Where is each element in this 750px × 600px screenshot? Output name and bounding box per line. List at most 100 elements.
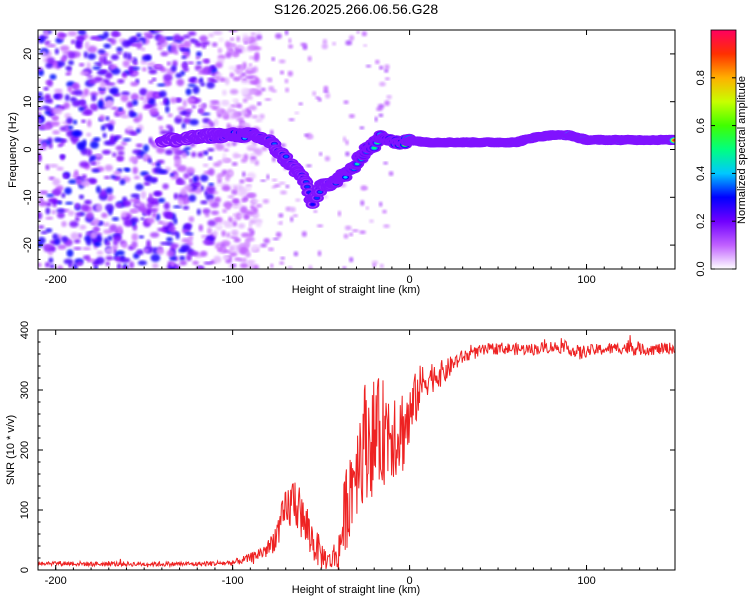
heatmap-noise-cell (113, 170, 122, 176)
heatmap-noise-cell (60, 154, 65, 161)
heatmap-noise-cell (90, 231, 97, 239)
heatmap-noise-cell (293, 251, 299, 257)
heatmap-noise-cell (248, 263, 255, 269)
heatmap-noise-cell (244, 41, 248, 45)
heatmap-noise-cell (377, 103, 385, 109)
heatmap-noise-cell (137, 260, 147, 266)
heatmap-noise-cell (233, 154, 243, 158)
heatmap-noise-cell (248, 223, 252, 228)
heatmap-noise-cell (82, 255, 90, 260)
heatmap-noise-cell (53, 94, 60, 99)
heatmap-noise-cell (121, 242, 128, 249)
heatmap-noise-cell (149, 232, 160, 238)
heatmap-noise-cell (232, 141, 237, 147)
heatmap-noise-cell (147, 66, 153, 70)
top-plot-frame (37, 29, 676, 270)
heatmap-noise-cell (249, 80, 259, 85)
heatmap-noise-cell (197, 104, 207, 108)
heatmap-noise-cell (250, 159, 256, 164)
heatmap-noise-cell (180, 244, 190, 251)
heatmap-noise-cell (152, 262, 159, 269)
heatmap-noise-cell (285, 184, 290, 189)
heatmap-noise-cell (307, 134, 314, 140)
heatmap-noise-cell (38, 118, 42, 123)
heatmap-noise-cell (76, 176, 85, 180)
heatmap-noise-cell (202, 163, 209, 167)
heatmap-noise-cell (102, 60, 113, 65)
heatmap-noise-cell (196, 208, 201, 216)
heatmap-noise-cell (240, 121, 245, 128)
heatmap-noise-cell (129, 198, 139, 202)
heatmap-noise-cell (188, 234, 194, 242)
heatmap-noise-cell (285, 206, 292, 212)
colorbar-tick-label: 0.4 (695, 166, 707, 181)
heatmap-noise-cell (74, 216, 80, 222)
heatmap-noise-cell (158, 125, 164, 131)
heatmap-noise-cell (157, 197, 166, 203)
heatmap-noise-cell (317, 250, 322, 257)
heatmap-noise-cell (343, 100, 349, 105)
heatmap-noise-cell (48, 257, 54, 264)
heatmap-noise-cell (268, 85, 275, 92)
heatmap-noise-cell (52, 178, 61, 186)
heatmap-noise-cell (74, 202, 80, 210)
heatmap-noise-cell (130, 81, 139, 87)
heatmap-noise-cell (213, 118, 219, 127)
y-tick-label: 0 (19, 567, 31, 573)
heatmap-noise-cell (256, 84, 262, 89)
heatmap-noise-cell (185, 167, 195, 175)
heatmap-noise-cell (384, 64, 390, 70)
heatmap-cells (38, 30, 675, 269)
heatmap-noise-cell (93, 137, 101, 142)
heatmap-noise-cell (182, 34, 191, 39)
heatmap-noise-cell (182, 200, 188, 205)
heatmap-noise-cell (208, 182, 215, 187)
heatmap-noise-cell (280, 256, 286, 260)
heatmap-noise-cell (185, 88, 192, 96)
heatmap-noise-cell (245, 251, 251, 258)
heatmap-noise-cell (218, 37, 224, 43)
heatmap-noise-cell (93, 265, 99, 269)
heatmap-noise-cell (166, 237, 173, 242)
heatmap-noise-cell (169, 173, 175, 177)
heatmap-noise-cell (187, 31, 197, 36)
heatmap-noise-cell (41, 50, 47, 57)
heatmap-noise-cell (202, 208, 211, 215)
heatmap-noise-cell (232, 44, 237, 48)
heatmap-noise-cell (251, 199, 260, 204)
heatmap-noise-cell (197, 266, 203, 269)
heatmap-ridge-cell (343, 176, 348, 179)
heatmap-noise-cell (292, 214, 298, 218)
heatmap-noise-cell (170, 243, 179, 249)
heatmap-noise-cell (248, 63, 253, 67)
bottom-y-axis-label: SNR (10 * v/v) (5, 415, 17, 485)
heatmap-noise-cell (155, 213, 161, 221)
heatmap-noise-cell (232, 98, 238, 103)
heatmap-noise-cell (223, 148, 229, 152)
heatmap-noise-cell (261, 146, 268, 152)
heatmap-noise-cell (222, 255, 230, 261)
heatmap-noise-cell (214, 76, 221, 81)
heatmap-noise-cell (86, 132, 92, 137)
heatmap-noise-cell (81, 119, 86, 124)
heatmap-noise-cell (247, 45, 255, 51)
heatmap-noise-cell (104, 123, 111, 128)
heatmap-noise-cell (263, 238, 271, 244)
heatmap-noise-cell (210, 79, 219, 83)
heatmap-noise-cell (126, 101, 134, 109)
heatmap-noise-cell (221, 101, 230, 106)
heatmap-noise-cell (168, 126, 174, 134)
heatmap-noise-cell (120, 94, 129, 103)
heatmap-noise-cell (151, 112, 159, 116)
heatmap-noise-cell (345, 151, 350, 157)
heatmap-noise-cell (337, 210, 341, 217)
heatmap-noise-cell (126, 126, 134, 132)
heatmap-noise-cell (343, 233, 349, 239)
heatmap-noise-cell (52, 130, 60, 135)
heatmap-noise-cell (186, 254, 192, 262)
heatmap-noise-cell (251, 115, 259, 119)
heatmap-noise-cell (239, 179, 245, 184)
heatmap-noise-cell (97, 99, 104, 108)
heatmap-noise-cell (223, 201, 233, 209)
heatmap-noise-cell (253, 54, 260, 62)
